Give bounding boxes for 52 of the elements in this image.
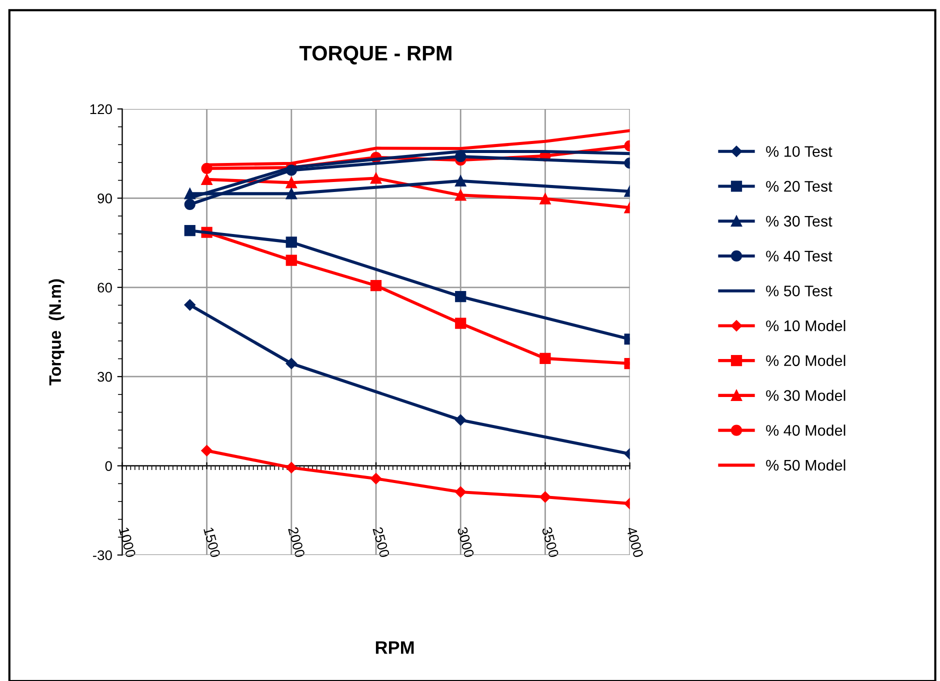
point — [455, 175, 466, 186]
point — [370, 472, 382, 484]
legend-label: % 30 Test — [766, 216, 832, 227]
point — [540, 491, 551, 503]
x-tick-label: 2000 — [288, 526, 306, 558]
y-tick-label: 0 — [105, 461, 112, 471]
x-tick-label: 1500 — [203, 527, 221, 558]
point — [455, 318, 466, 329]
x-tick-label: 1000 — [118, 527, 136, 558]
point — [184, 198, 196, 210]
legend-label: % 10 Test — [766, 146, 832, 157]
point — [454, 414, 466, 426]
legend-label: % 20 Test — [766, 180, 832, 192]
x-tick-label: 4000 — [626, 526, 644, 558]
x-tick-label: 3500 — [542, 526, 559, 558]
point — [201, 445, 212, 456]
y-tick-label: 120 — [90, 104, 112, 114]
point — [184, 188, 196, 200]
point — [286, 254, 297, 266]
point — [540, 193, 551, 204]
point — [540, 352, 551, 364]
point — [184, 299, 196, 311]
point — [184, 225, 196, 236]
point — [286, 188, 297, 200]
x-axis-title: RPM — [376, 641, 414, 654]
point — [201, 162, 212, 174]
point — [286, 177, 297, 188]
point — [454, 486, 466, 498]
legend-label: % 30 Model — [766, 390, 846, 401]
x-tick-label: 2500 — [372, 526, 390, 558]
legend-label: % 10 Model — [766, 320, 846, 332]
y-tick-label: 90 — [98, 194, 112, 204]
legend-label: % 50 Model — [766, 459, 846, 471]
point — [201, 174, 212, 185]
point — [455, 190, 466, 201]
legend-label: % 40 Test — [766, 250, 832, 262]
y-axis-title: Torque (N.m) — [48, 279, 64, 386]
point — [286, 236, 297, 248]
point — [370, 280, 382, 292]
y-tick-label: -30 — [93, 550, 112, 560]
y-tick-label: 30 — [98, 372, 112, 382]
chart-title: TORQUE - RPM — [299, 46, 452, 64]
point — [370, 172, 382, 184]
point — [286, 164, 297, 176]
legend-label: % 40 Model — [766, 424, 846, 436]
legend-label: % 20 Model — [766, 354, 846, 366]
y-tick-label: 60 — [98, 282, 112, 293]
point — [455, 291, 466, 302]
point — [286, 358, 298, 370]
x-tick-label: 3000 — [457, 526, 474, 558]
point — [286, 462, 298, 474]
legend-label: % 50 Test — [766, 286, 832, 296]
